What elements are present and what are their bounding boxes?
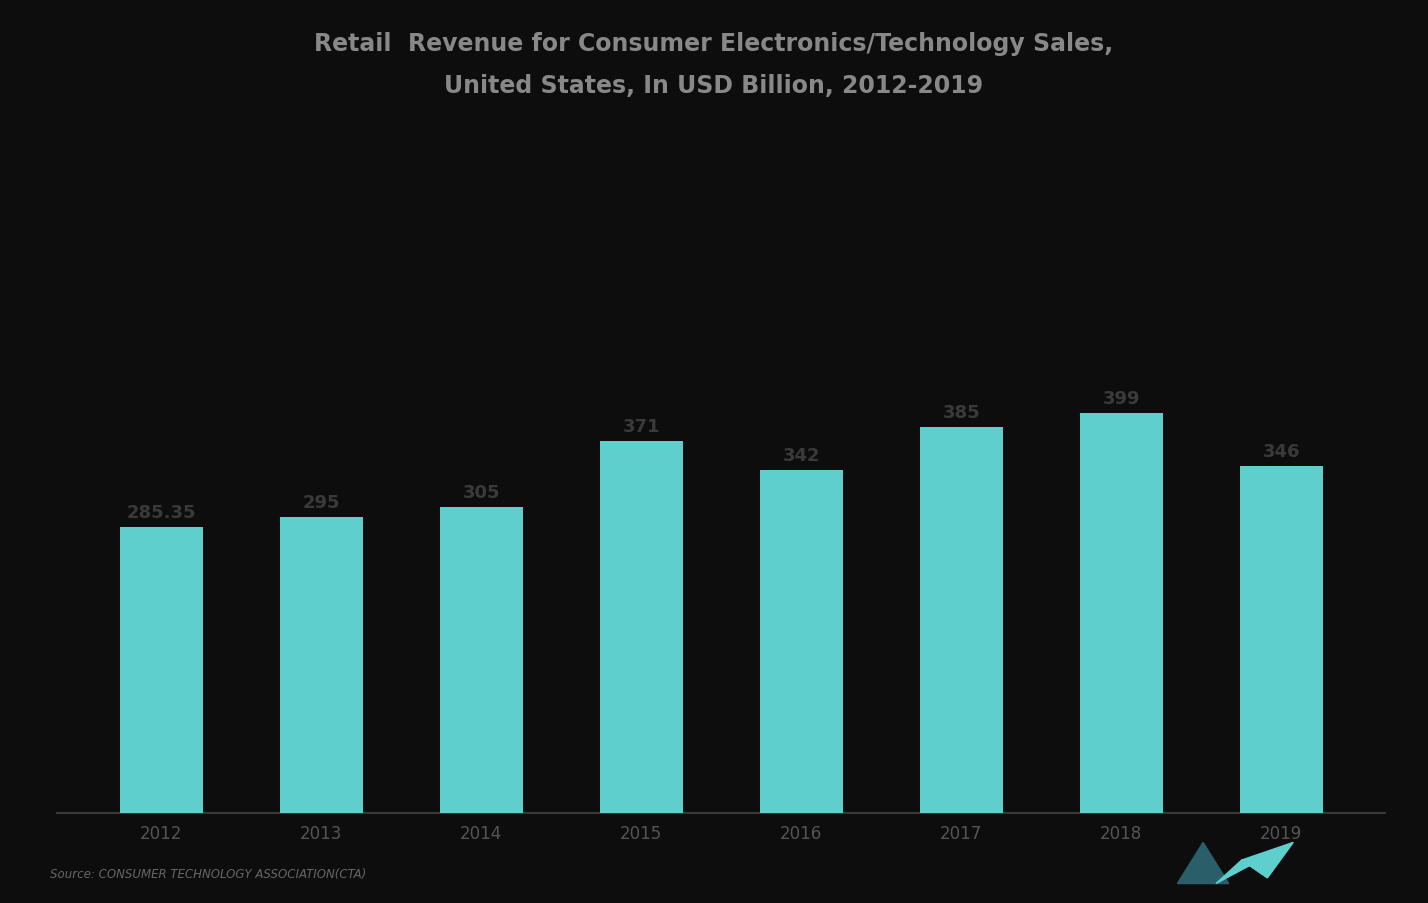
Polygon shape [1241, 842, 1292, 878]
Text: 342: 342 [783, 447, 820, 465]
Text: 305: 305 [463, 484, 500, 502]
Text: 371: 371 [623, 418, 660, 436]
Text: 346: 346 [1262, 442, 1299, 461]
Text: United States, In USD Billion, 2012-2019: United States, In USD Billion, 2012-2019 [444, 74, 984, 98]
Bar [1080, 414, 1162, 813]
Polygon shape [1217, 842, 1292, 883]
Bar [120, 527, 203, 813]
Polygon shape [1177, 842, 1228, 883]
Bar [280, 517, 363, 813]
Bar [1240, 467, 1322, 813]
Bar [920, 428, 1002, 813]
Text: Retail  Revenue for Consumer Electronics/Technology Sales,: Retail Revenue for Consumer Electronics/… [314, 32, 1114, 56]
Bar [760, 470, 843, 813]
Bar [440, 507, 523, 813]
Text: 385: 385 [942, 404, 980, 422]
Text: Source: CONSUMER TECHNOLOGY ASSOCIATION(CTA): Source: CONSUMER TECHNOLOGY ASSOCIATION(… [50, 868, 366, 880]
Text: 285.35: 285.35 [126, 504, 196, 521]
Text: 295: 295 [303, 494, 340, 512]
Bar [600, 442, 683, 813]
Text: 399: 399 [1102, 390, 1140, 408]
